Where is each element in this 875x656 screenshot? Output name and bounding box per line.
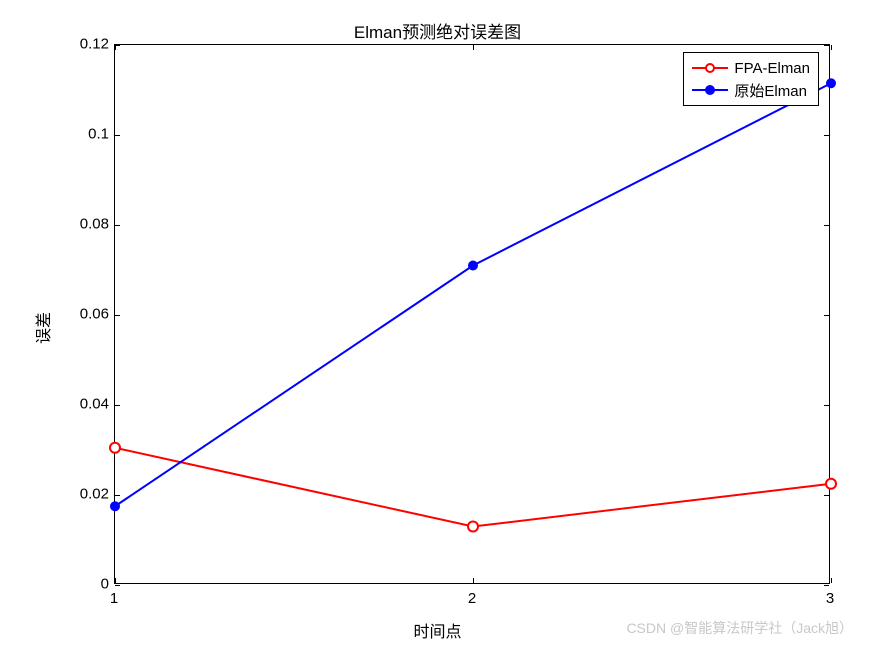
plot-svg <box>115 45 831 585</box>
y-tick-mark <box>115 495 120 496</box>
y-tick-label: 0.12 <box>80 36 109 53</box>
y-tick-mark <box>824 495 829 496</box>
y-tick-label: 0.1 <box>88 126 109 143</box>
legend-label-fpa: FPA-Elman <box>734 60 810 77</box>
series-line <box>115 83 831 506</box>
legend-line-elman <box>692 89 728 91</box>
x-tick-label: 1 <box>110 590 118 607</box>
y-tick-label: 0 <box>101 576 109 593</box>
x-tick-label: 2 <box>468 590 476 607</box>
y-axis-label: 误差 <box>30 312 54 344</box>
y-tick-mark <box>115 225 120 226</box>
series-marker <box>826 479 836 489</box>
y-tick-mark <box>115 315 120 316</box>
y-tick-mark <box>824 135 829 136</box>
legend-line-fpa <box>692 67 728 69</box>
series-marker <box>468 261 478 271</box>
plot-area <box>114 44 830 584</box>
y-tick-mark <box>824 45 829 46</box>
x-tick-mark <box>831 578 832 583</box>
legend-marker-elman <box>705 85 715 95</box>
y-tick-label: 0.02 <box>80 486 109 503</box>
x-tick-mark <box>473 45 474 50</box>
y-tick-mark <box>115 585 120 586</box>
series-marker <box>110 443 120 453</box>
x-axis-label: 时间点 <box>413 618 461 642</box>
y-tick-label: 0.08 <box>80 216 109 233</box>
legend-item-elman: 原始Elman <box>692 79 810 101</box>
x-tick-mark <box>473 578 474 583</box>
legend-label-elman: 原始Elman <box>734 80 807 101</box>
chart-title: Elman预测绝对误差图 <box>354 18 521 43</box>
series-line <box>115 448 831 527</box>
x-tick-label: 3 <box>826 590 834 607</box>
x-tick-mark <box>831 45 832 50</box>
chart-container: Elman预测绝对误差图 误差 时间点 FPA-Elman 原始Elman CS… <box>0 0 875 656</box>
y-tick-mark <box>824 315 829 316</box>
y-tick-label: 0.06 <box>80 306 109 323</box>
series-marker <box>468 522 478 532</box>
y-tick-mark <box>824 585 829 586</box>
series-marker <box>110 501 120 511</box>
x-tick-mark <box>115 578 116 583</box>
watermark: CSDN @智能算法研学社（Jack旭） <box>626 618 853 638</box>
y-tick-mark <box>824 405 829 406</box>
legend: FPA-Elman 原始Elman <box>683 52 819 106</box>
legend-item-fpa: FPA-Elman <box>692 57 810 79</box>
legend-marker-fpa <box>705 63 715 73</box>
y-tick-mark <box>115 135 120 136</box>
series-marker <box>826 78 836 88</box>
x-tick-mark <box>115 45 116 50</box>
y-tick-mark <box>115 405 120 406</box>
y-tick-label: 0.04 <box>80 396 109 413</box>
y-tick-mark <box>824 225 829 226</box>
